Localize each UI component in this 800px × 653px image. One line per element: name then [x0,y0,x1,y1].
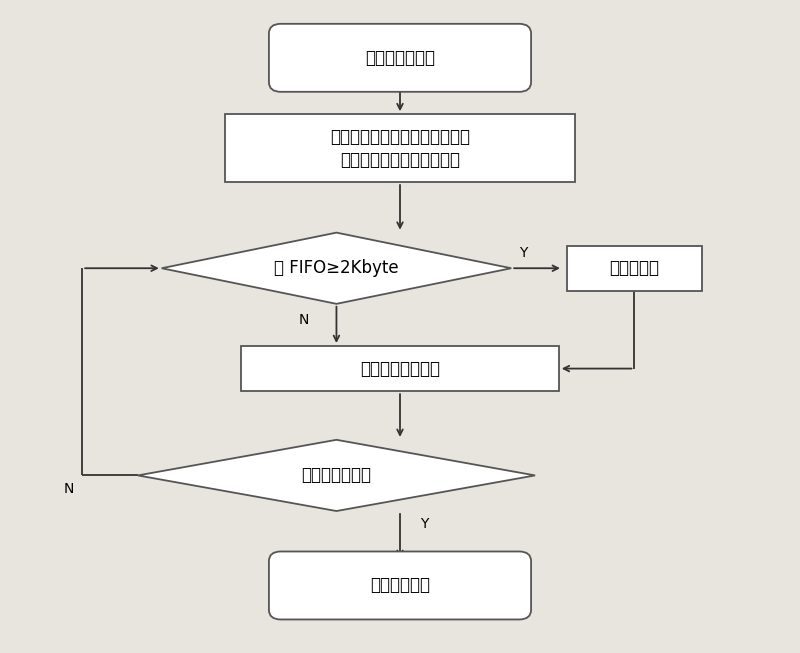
Text: 下发读索引指令: 下发读索引指令 [365,49,435,67]
FancyBboxPatch shape [269,552,531,620]
Polygon shape [162,232,511,304]
Text: 给出所要读取的索引的索引号或
者索引文件的日期或时间段: 给出所要读取的索引的索引号或 者索引文件的日期或时间段 [330,127,470,169]
Text: 读取一页索引文件: 读取一页索引文件 [360,360,440,377]
Text: 读索引文件完成: 读索引文件完成 [302,466,371,485]
Text: Y: Y [519,246,527,260]
FancyBboxPatch shape [226,114,574,182]
Text: 索引获取结束: 索引获取结束 [370,577,430,594]
FancyBboxPatch shape [567,246,702,291]
Text: N: N [64,482,74,496]
Text: 写入存储器: 写入存储器 [610,259,659,278]
Text: 写 FIFO≥2Kbyte: 写 FIFO≥2Kbyte [274,259,398,278]
FancyBboxPatch shape [241,346,559,391]
Text: N: N [298,313,309,327]
Polygon shape [138,440,535,511]
Text: Y: Y [420,517,428,531]
FancyBboxPatch shape [269,24,531,92]
